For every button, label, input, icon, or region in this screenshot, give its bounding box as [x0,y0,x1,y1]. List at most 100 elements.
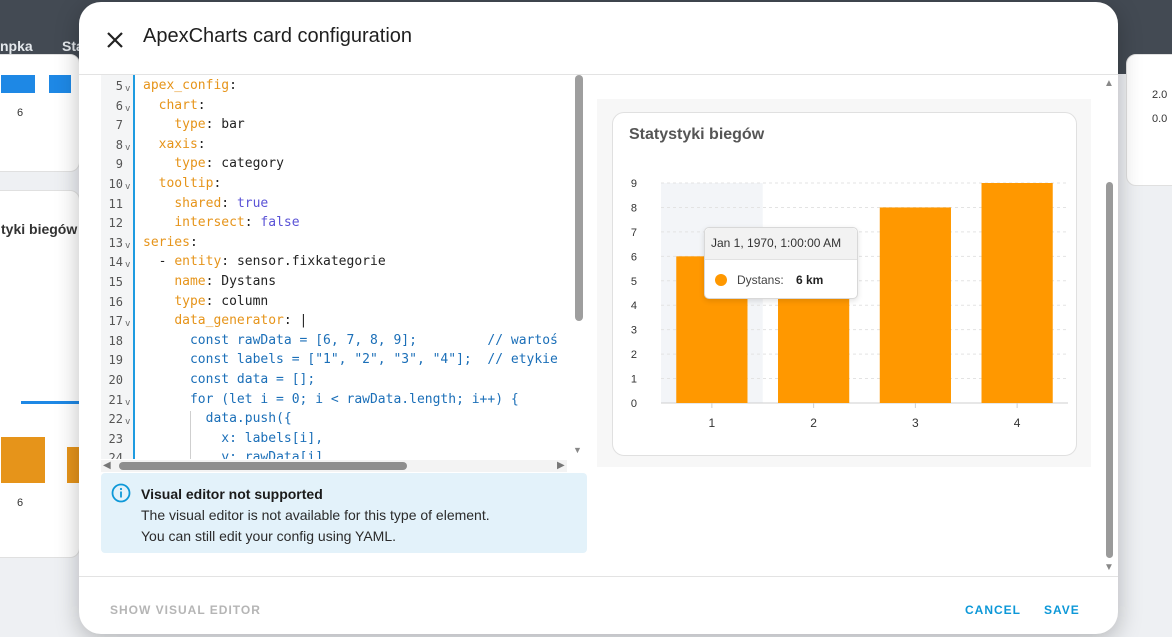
yaml-value: Dystans [221,274,277,289]
fold-chevron-icon[interactable]: v [125,240,131,251]
yaml-code-editor[interactable]: 5 v 6 v 7 8 v 9 10 v 11 12 13 v 14 v 15 16 17 v 18 19 20 21 v 22 v… [101,75,587,459]
line-number: 5 [115,79,123,93]
yaml-value: | [299,313,308,329]
js-comment: // etykie [487,352,558,368]
fold-chevron-icon[interactable]: v [125,260,131,271]
dialog-header: ApexCharts card configuration [79,2,1118,75]
x-tick-label: 1 [709,416,716,430]
code-line[interactable]: type: column [174,293,269,309]
js-comment: // wartoś [487,332,558,348]
line-number: 19 [108,353,123,368]
code-line[interactable]: shared: true [174,195,269,211]
editor-vertical-scrollbar[interactable] [575,75,583,321]
code-line[interactable]: name: Dystans [174,274,277,289]
scroll-left-arrow-icon[interactable]: ◀ [103,460,111,471]
bg-tick: 6 [17,497,24,509]
dialog-vertical-scrollbar[interactable] [1106,182,1113,558]
code-line[interactable]: type: category [174,156,284,172]
yaml-key: data_generator [174,313,284,329]
chart-title: Statystyki biegów [629,126,765,143]
bg-value: 0.0 [1152,113,1168,125]
editor-horizontal-scrollbar[interactable]: ◀ ▶ [101,460,567,472]
fold-chevron-icon[interactable]: v [125,182,131,192]
code-line[interactable]: apex_config: [143,78,237,93]
yaml-key: name [174,274,206,289]
scroll-down-arrow-icon[interactable]: ▼ [1104,562,1114,573]
code-line[interactable]: const data = []; [143,372,315,387]
horizontal-scroll-thumb[interactable] [119,462,407,470]
scroll-down-arrow-icon[interactable]: ▼ [573,445,582,455]
scroll-right-arrow-icon[interactable]: ▶ [557,460,565,471]
code-line[interactable]: chart: [158,97,206,113]
code-line[interactable]: data_generator: | [174,313,308,329]
y-tick-label: 5 [631,276,637,288]
tooltip-series-name: Dystans: [737,273,784,287]
fold-chevron-icon[interactable]: v [125,84,131,94]
fold-chevron-icon[interactable]: v [125,142,131,153]
line-number: 9 [115,157,123,172]
code-line[interactable]: type: bar [174,117,245,133]
yaml-key: xaxis [158,136,198,152]
save-button[interactable]: SAVE [1044,603,1080,617]
bg-value: 2.0 [1152,89,1168,101]
info-icon [111,483,131,503]
visual-editor-warning: Visual editor not supported The visual e… [101,473,587,553]
line-number: 23 [108,431,123,446]
js-code: const labels = ["1", "2", "3", "4"]; [189,352,472,368]
code-line[interactable]: const labels = ["1", "2", "3", "4"]; // … [143,352,558,367]
line-number-gutter: 5 v 6 v 7 8 v 9 10 v 11 12 13 v 14 v 15 16 17 v 18 19 20 21 v 22 v… [101,75,135,459]
bg-bar [1,75,35,93]
bg-tab-2[interactable]: Sta [62,38,84,54]
show-visual-editor-button[interactable]: SHOW VISUAL EDITOR [110,603,261,617]
bar-4 [981,183,1053,403]
scroll-up-arrow-icon[interactable]: ▲ [1104,78,1114,89]
yaml-key: intersect [174,215,245,231]
y-tick-label: 8 [631,202,637,214]
yaml-value: false [260,215,300,231]
bg-bar [1,437,45,483]
line-number: 7 [115,118,123,133]
line-number: 12 [108,216,123,231]
code-line[interactable]: intersect: false [174,215,300,231]
dialog-title: ApexCharts card configuration [143,25,413,47]
code-line[interactable]: y: rawData[i] [143,450,323,459]
bg-tab-1[interactable]: npka [0,38,33,54]
info-title: Visual editor not supported [141,486,323,502]
code-line[interactable]: tooltip: [158,176,222,191]
fold-chevron-icon[interactable]: v [125,417,131,428]
line-number: 11 [108,196,123,211]
bg-tick: 6 [17,107,24,119]
js-code: data.push({ [205,411,292,427]
cancel-button[interactable]: CANCEL [965,603,1021,617]
yaml-key: type [174,117,206,133]
code-line[interactable]: series: [143,234,198,250]
fold-chevron-icon[interactable]: v [125,397,131,408]
code-line[interactable]: - entity: sensor.fixkategorie [143,254,386,270]
line-number: 17 [108,314,123,329]
y-tick-label: 0 [631,398,637,410]
yaml-key: entity [174,254,222,270]
fold-chevron-icon[interactable]: v [125,103,131,114]
bg-card-top-left: 6 [0,54,80,172]
yaml-value: true [236,195,269,211]
y-tick-label: 6 [631,251,637,263]
info-line-2: You can still edit your config using YAM… [141,528,397,544]
line-number: 24 [108,451,123,459]
code-line[interactable]: xaxis: [158,136,206,152]
bar-3 [879,207,951,403]
x-tick-label: 3 [912,416,919,430]
code-line[interactable]: for (let i = 0; i < rawData.length; i++)… [143,392,519,407]
code-line[interactable]: const rawData = [6, 7, 8, 9]; // wartoś [143,333,558,348]
code-line[interactable]: data.push({ [143,411,292,426]
y-tick-label: 3 [631,325,637,337]
js-code: const rawData = [6, 7, 8, 9]; [189,332,417,348]
close-button[interactable] [99,24,131,56]
x-tick-label: 4 [1014,416,1021,430]
js-code: const data = []; [189,372,316,387]
line-number: 15 [108,275,123,289]
code-line[interactable]: x: labels[i], [143,431,323,446]
bg-card-chart: tyki biegów 6 [0,190,81,558]
fold-chevron-icon[interactable]: v [125,319,131,330]
line-number: 10 [108,177,123,191]
close-icon [107,32,123,48]
